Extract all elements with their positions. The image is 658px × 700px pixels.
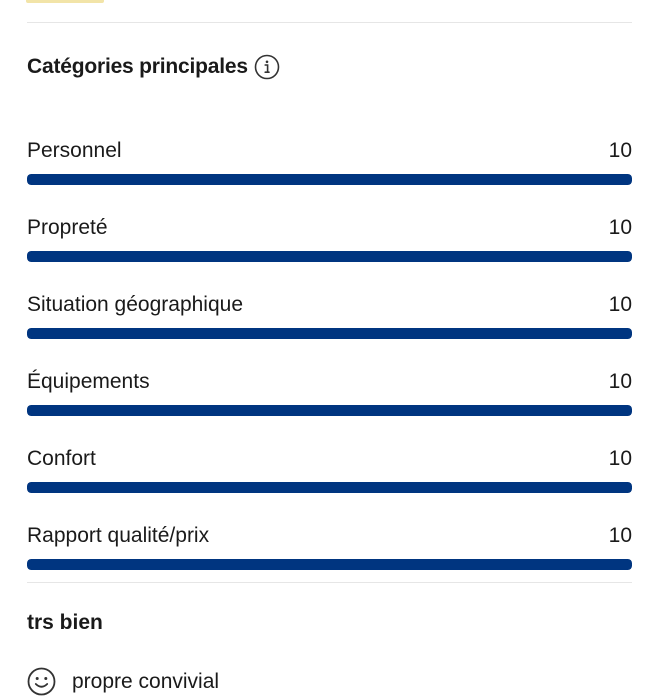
top-accent-strip [26,0,104,3]
category-score: 10 [608,447,632,470]
category-score: 10 [608,370,632,393]
category-label: Propreté [27,216,108,239]
category-score: 10 [608,524,632,547]
info-circle-icon[interactable] [254,54,280,80]
category-situation-geographique: Situation géographique 10 [27,291,632,368]
category-score: 10 [608,216,632,239]
smile-icon [27,667,56,696]
category-personnel: Personnel 10 [27,137,632,214]
section-title: Catégories principales [27,55,248,78]
category-score: 10 [608,139,632,162]
category-bar-fill [27,251,632,262]
category-bar [27,328,632,339]
category-bar [27,405,632,416]
categories-header: Catégories principales [27,54,280,80]
category-rapport-qualite-prix: Rapport qualité/prix 10 [27,522,632,599]
category-confort: Confort 10 [27,445,632,522]
category-label: Personnel [27,139,122,162]
category-label: Équipements [27,370,150,393]
category-bar-fill [27,405,632,416]
divider-bottom [27,582,632,583]
category-bar-fill [27,482,632,493]
category-label: Situation géographique [27,293,244,316]
review-positive: propre convivial [27,667,219,696]
category-bar-fill [27,559,632,570]
review-positive-text: propre convivial [72,669,220,693]
divider-top [27,22,632,23]
category-bar [27,559,632,570]
category-score: 10 [608,293,632,316]
category-proprete: Propreté 10 [27,214,632,291]
category-equipements: Équipements 10 [27,368,632,445]
category-bar [27,251,632,262]
category-bar-fill [27,328,632,339]
category-bar [27,482,632,493]
category-bar-fill [27,174,632,185]
category-label: Rapport qualité/prix [27,524,210,547]
category-list: Personnel 10 Propreté 10 Situation géogr… [27,137,632,599]
category-bar [27,174,632,185]
review-title: trs bien [27,611,103,634]
category-label: Confort [27,447,96,470]
